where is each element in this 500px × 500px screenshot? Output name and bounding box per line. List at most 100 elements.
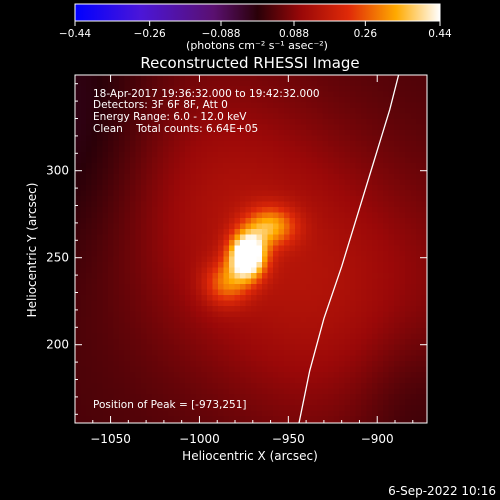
heatmap-cell	[278, 157, 285, 164]
heatmap-cell	[278, 124, 285, 131]
heatmap-cell	[405, 113, 411, 120]
heatmap-cell	[212, 91, 219, 98]
heatmap-cell	[196, 152, 202, 158]
heatmap-cell	[141, 124, 147, 131]
heatmap-cell	[339, 179, 345, 186]
heatmap-cell	[207, 278, 213, 285]
heatmap-cell	[108, 366, 114, 373]
heatmap-cell	[152, 218, 158, 224]
heatmap-cell	[383, 174, 389, 180]
heatmap-cell	[405, 157, 411, 164]
heatmap-cell	[97, 350, 103, 356]
heatmap-cell	[311, 311, 318, 318]
heatmap-cell	[256, 86, 263, 92]
heatmap-cell	[223, 163, 230, 169]
heatmap-cell	[119, 108, 125, 114]
heatmap-cell	[311, 289, 318, 296]
heatmap-cell	[350, 251, 356, 257]
heatmap-cell	[201, 350, 208, 356]
heatmap-cell	[421, 405, 427, 411]
heatmap-cell	[108, 256, 114, 263]
heatmap-cell	[344, 306, 351, 312]
heatmap-cell	[322, 163, 329, 169]
heatmap-cell	[135, 311, 142, 318]
heatmap-cell	[86, 251, 92, 257]
heatmap-cell	[240, 311, 246, 318]
heatmap-cell	[91, 135, 98, 142]
heatmap-cell	[256, 190, 263, 197]
heatmap-cell	[306, 75, 312, 81]
heatmap-cell	[333, 130, 340, 136]
heatmap-cell	[361, 196, 367, 202]
heatmap-cell	[80, 102, 87, 109]
heatmap-cell	[152, 344, 158, 351]
heatmap-cell	[284, 394, 290, 400]
heatmap-cell	[91, 86, 98, 92]
heatmap-cell	[372, 262, 378, 268]
heatmap-cell	[185, 174, 191, 180]
heatmap-cell	[207, 273, 213, 279]
heatmap-cell	[284, 350, 290, 356]
heatmap-cell	[179, 152, 186, 158]
heatmap-cell	[405, 190, 411, 197]
heatmap-cell	[179, 284, 186, 290]
heatmap-cell	[86, 185, 92, 191]
heatmap-cell	[229, 113, 235, 120]
heatmap-cell	[355, 361, 362, 367]
heatmap-cell	[295, 212, 301, 219]
heatmap-cell	[322, 196, 329, 202]
heatmap-cell	[75, 97, 81, 103]
heatmap-cell	[311, 152, 318, 158]
heatmap-cell	[86, 179, 92, 186]
heatmap-cell	[190, 350, 197, 356]
heatmap-cell	[168, 256, 175, 263]
heatmap-cell	[146, 355, 153, 362]
heatmap-cell	[300, 278, 307, 285]
heatmap-cell	[333, 152, 340, 158]
heatmap-cell	[295, 394, 301, 400]
heatmap-cell	[185, 339, 191, 345]
heatmap-cell	[278, 119, 285, 125]
heatmap-cell	[421, 278, 427, 285]
heatmap-cell	[350, 185, 356, 191]
heatmap-cell	[124, 185, 131, 191]
heatmap-cell	[300, 146, 307, 153]
heatmap-cell	[366, 405, 373, 411]
heatmap-cell	[421, 355, 427, 362]
heatmap-cell	[273, 394, 279, 400]
heatmap-cell	[245, 289, 252, 296]
heatmap-cell	[350, 306, 356, 312]
heatmap-cell	[119, 179, 125, 186]
heatmap-cell	[289, 416, 296, 422]
heatmap-cell	[300, 267, 307, 274]
heatmap-cell	[108, 212, 114, 219]
heatmap-cell	[350, 207, 356, 213]
heatmap-cell	[311, 212, 318, 219]
heatmap-cell	[245, 355, 252, 362]
heatmap-cell	[394, 196, 400, 202]
heatmap-cell	[185, 361, 191, 367]
heatmap-cell	[179, 91, 186, 98]
heatmap-cell	[141, 212, 147, 219]
heatmap-cell	[366, 207, 373, 213]
heatmap-cell	[317, 108, 323, 114]
heatmap-cell	[410, 295, 417, 301]
heatmap-cell	[333, 361, 340, 367]
heatmap-cell	[306, 240, 312, 246]
heatmap-cell	[146, 86, 153, 92]
heatmap-cell	[361, 289, 367, 296]
heatmap-cell	[251, 372, 257, 378]
heatmap-cell	[130, 273, 136, 279]
heatmap-cell	[339, 102, 345, 109]
heatmap-cell	[91, 157, 98, 164]
heatmap-cell	[174, 361, 180, 367]
heatmap-cell	[229, 190, 235, 197]
heatmap-cell	[267, 229, 274, 235]
heatmap-cell	[240, 229, 246, 235]
heatmap-cell	[289, 295, 296, 301]
heatmap-cell	[141, 399, 147, 406]
heatmap-cell	[317, 388, 323, 395]
heatmap-cell	[91, 267, 98, 274]
heatmap-cell	[130, 317, 136, 323]
heatmap-cell	[201, 278, 208, 285]
